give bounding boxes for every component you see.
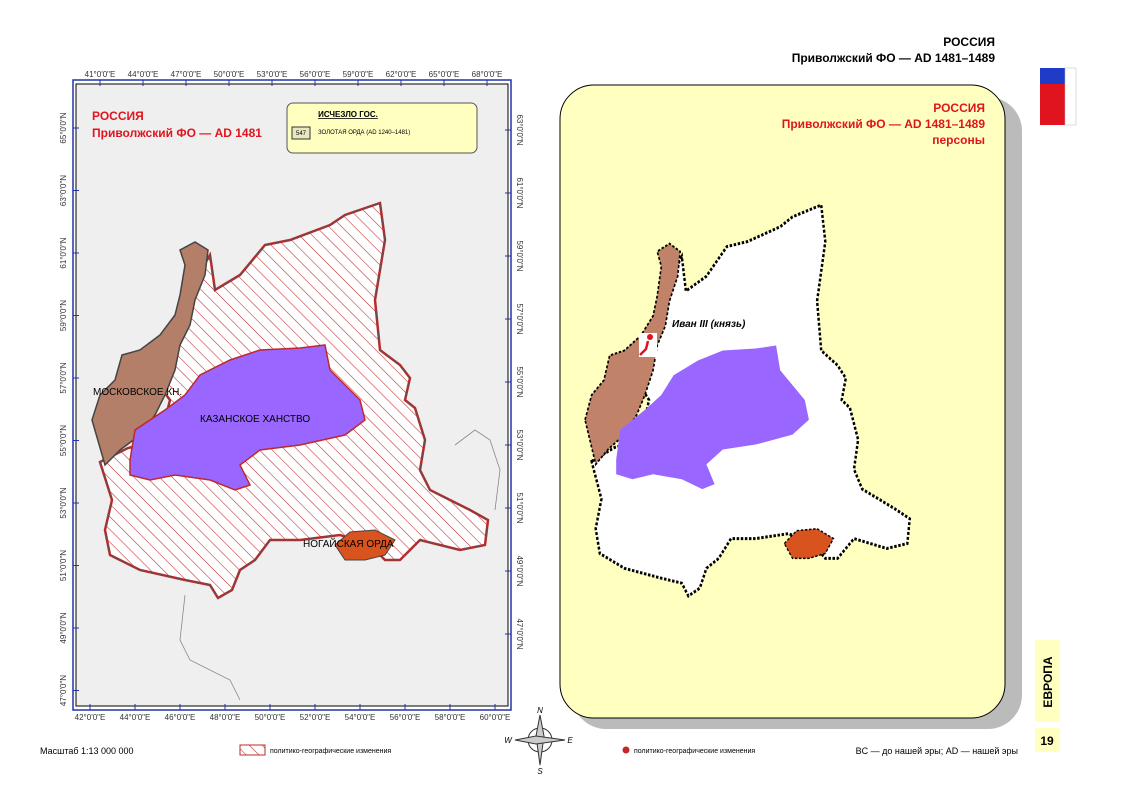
right-map-subtitle: Приволжский ФО — AD 1481–1489 xyxy=(782,117,986,131)
lat-label: 61°0'0"N xyxy=(515,177,524,208)
lat-label: 55°0'0"N xyxy=(59,425,68,456)
right-map-subtitle: персоны xyxy=(932,133,985,147)
lat-label: 57°0'0"N xyxy=(59,362,68,393)
lat-label: 59°0'0"N xyxy=(59,300,68,331)
lon-label: 52°0'0"E xyxy=(300,713,331,722)
compass-label: S xyxy=(537,767,543,776)
lon-label: 50°0'0"E xyxy=(255,713,286,722)
lat-label: 47°0'0"N xyxy=(59,675,68,706)
lon-label: 47°0'0"E xyxy=(171,70,202,79)
legend-text: политико-географические изменения xyxy=(270,748,391,755)
lon-label: 44°0'0"E xyxy=(120,713,151,722)
lat-label: 47°0'0"N xyxy=(515,618,524,649)
left-map xyxy=(72,79,512,711)
lat-label: 55°0'0"N xyxy=(515,366,524,397)
lon-label: 56°0'0"E xyxy=(300,70,331,79)
scale: Масштаб 1:13 000 000 xyxy=(40,746,134,756)
compass-label: E xyxy=(567,736,573,745)
legend-swatch xyxy=(622,746,630,754)
legend-title: ИСЧЕЗЛО ГОС. xyxy=(318,110,378,119)
lat-label: 51°0'0"N xyxy=(59,550,68,581)
compass-label: N xyxy=(537,706,543,715)
region-label: НОГАЙСКАЯ ОРДА xyxy=(303,537,394,550)
lon-label: 42°0'0"E xyxy=(75,713,106,722)
lat-label: 61°0'0"N xyxy=(59,237,68,268)
lat-label: 53°0'0"N xyxy=(515,429,524,460)
page-tab xyxy=(1035,728,1060,752)
person-label: Иван III (князь) xyxy=(672,319,746,330)
lon-label: 54°0'0"E xyxy=(345,713,376,722)
section-label: ЕВРОПА xyxy=(1041,656,1055,707)
legend-code: 547 xyxy=(296,131,307,137)
flag xyxy=(1040,67,1077,126)
lon-label: 48°0'0"E xyxy=(210,713,241,722)
lon-label: 60°0'0"E xyxy=(480,713,511,722)
region-label: МОСКОВСКОЕ КН. xyxy=(93,387,182,398)
lat-label: 63°0'0"N xyxy=(59,175,68,206)
left-map-subtitle: Приволжский ФО — AD 1481 xyxy=(92,126,262,140)
lat-label: 49°0'0"N xyxy=(59,612,68,643)
lat-label: 49°0'0"N xyxy=(515,555,524,586)
header-title: РОССИЯ xyxy=(943,35,995,49)
coordinate-labels: 41°0'0"E 44°0'0"E 47°0'0"E 50°0'0"E 53°0'0"E… xyxy=(59,70,524,722)
left-map-title: РОССИЯ xyxy=(92,109,144,123)
right-map xyxy=(559,84,1022,729)
lat-label: 65°0'0"N xyxy=(59,112,68,143)
lon-label: 44°0'0"E xyxy=(128,70,159,79)
section-tab xyxy=(1035,640,1060,722)
lon-label: 53°0'0"E xyxy=(257,70,288,79)
compass xyxy=(514,714,566,766)
legend-swatch xyxy=(239,744,266,756)
lat-label: 51°0'0"N xyxy=(515,492,524,523)
lat-label: 59°0'0"N xyxy=(515,240,524,271)
lat-label: 63°0'0"N xyxy=(515,114,524,145)
lon-label: 41°0'0"E xyxy=(85,70,116,79)
lon-label: 62°0'0"E xyxy=(386,70,417,79)
legend-text: политико-географические изменения xyxy=(634,748,755,755)
lat-label: 53°0'0"N xyxy=(59,487,68,518)
lon-label: 59°0'0"E xyxy=(343,70,374,79)
region-label: КАЗАНСКОЕ ХАНСТВО xyxy=(200,414,310,425)
lon-label: 50°0'0"E xyxy=(214,70,245,79)
legend-label: ЗОЛОТАЯ ОРДА (AD 1240–1481) xyxy=(318,130,410,136)
lat-label: 57°0'0"N xyxy=(515,303,524,334)
lon-label: 68°0'0"E xyxy=(472,70,503,79)
note: BC — до нашей эры; AD — нашей эры xyxy=(856,746,1018,756)
page-number: 19 xyxy=(1040,734,1054,748)
header-subtitle: Приволжский ФО — AD 1481–1489 xyxy=(792,51,996,65)
right-map-title: РОССИЯ xyxy=(933,101,985,115)
compass-label: W xyxy=(504,736,513,745)
lon-label: 65°0'0"E xyxy=(429,70,460,79)
lon-label: 58°0'0"E xyxy=(435,713,466,722)
lon-label: 56°0'0"E xyxy=(390,713,421,722)
lon-label: 46°0'0"E xyxy=(165,713,196,722)
